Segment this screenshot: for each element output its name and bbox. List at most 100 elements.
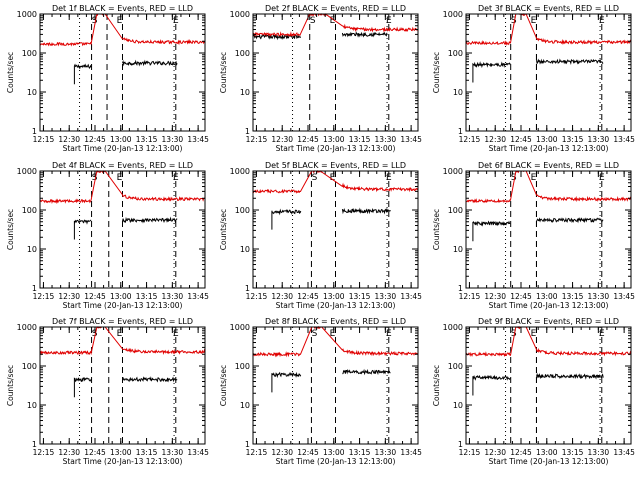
marker-label-e: E xyxy=(117,173,123,183)
series-lld-line xyxy=(39,170,206,205)
panel-det-6f: Det 6f BLACK = Events, RED = LLD S E E 1 10 10… xyxy=(432,161,635,310)
y-tick-label: 1000 xyxy=(230,10,250,19)
x-tick-label: 13:15 xyxy=(562,448,584,457)
y-tick-label: 100 xyxy=(448,362,463,371)
x-tick-label: 12:15 xyxy=(459,292,481,301)
x-tick-label: 13:00 xyxy=(536,135,558,144)
series-events-line xyxy=(472,374,511,396)
marker-label-e: E xyxy=(531,329,537,339)
plot-frame xyxy=(39,326,206,445)
y-tick-label: 1 xyxy=(458,440,463,449)
x-tick-label: 12:30 xyxy=(58,292,80,301)
marker-label-e: E xyxy=(173,16,179,26)
x-tick-label: 13:00 xyxy=(536,448,558,457)
marker-label-e: E xyxy=(173,329,179,339)
x-tick-label: 13:00 xyxy=(110,135,132,144)
marker-label-e: E xyxy=(599,329,605,339)
x-tick-label: 13:45 xyxy=(613,448,635,457)
series-events-line xyxy=(271,208,302,230)
y-axis-label: Counts/sec xyxy=(432,52,441,93)
y-tick-label: 1 xyxy=(458,284,463,293)
y-tick-label: 10 xyxy=(240,401,250,410)
series-lld-line xyxy=(252,13,418,37)
panel-det-7f: Det 7f BLACK = Events, RED = LLD S E E 1 10 10… xyxy=(6,317,209,466)
x-tick-label: 12:15 xyxy=(246,448,268,457)
series-lld-line xyxy=(252,169,419,194)
marker-label-e: E xyxy=(386,16,392,26)
x-axis-label: Start Time (20-Jan-13 12:13:00) xyxy=(489,457,609,466)
panel-det-3f: Det 3f BLACK = Events, RED = LLD S E E 1 10 10… xyxy=(432,4,635,153)
x-tick-label: 13:45 xyxy=(187,448,209,457)
x-tick-label: 12:30 xyxy=(484,292,506,301)
y-axis-label: Counts/sec xyxy=(432,365,441,406)
x-tick-label: 12:45 xyxy=(297,292,319,301)
x-axis-label: Start Time (20-Jan-13 12:13:00) xyxy=(276,301,396,310)
x-tick-label: 12:45 xyxy=(510,448,532,457)
plot-frame xyxy=(465,170,632,289)
x-tick-label: 13:45 xyxy=(187,135,209,144)
y-tick-label: 1000 xyxy=(443,10,463,19)
panel-title: Det 1f BLACK = Events, RED = LLD xyxy=(52,4,193,13)
x-tick-label: 12:30 xyxy=(271,135,293,144)
series-events-line xyxy=(472,61,511,83)
marker-label-e: E xyxy=(173,173,179,183)
plot-frame xyxy=(465,326,632,445)
x-tick-label: 13:15 xyxy=(349,135,371,144)
x-tick-label: 12:15 xyxy=(246,292,268,301)
x-tick-label: 13:45 xyxy=(400,448,422,457)
x-tick-label: 13:00 xyxy=(110,448,132,457)
x-tick-label: 12:30 xyxy=(58,448,80,457)
y-tick-label: 10 xyxy=(240,88,250,97)
panel-title: Det 8f BLACK = Events, RED = LLD xyxy=(265,317,406,326)
panel-title: Det 4f BLACK = Events, RED = LLD xyxy=(52,161,193,170)
x-tick-label: 12:45 xyxy=(510,292,532,301)
x-tick-label: 13:30 xyxy=(375,448,397,457)
x-tick-label: 13:15 xyxy=(349,448,371,457)
x-axis-label: Start Time (20-Jan-13 12:13:00) xyxy=(489,301,609,310)
x-tick-label: 13:45 xyxy=(400,135,422,144)
marker-label-s: S xyxy=(312,173,318,183)
x-axis-label: Start Time (20-Jan-13 12:13:00) xyxy=(63,457,183,466)
series-events-line xyxy=(122,376,178,383)
x-tick-label: 12:15 xyxy=(33,292,55,301)
y-tick-label: 100 xyxy=(235,49,250,58)
x-tick-label: 12:30 xyxy=(271,448,293,457)
x-tick-label: 13:30 xyxy=(162,292,184,301)
marker-label-s: S xyxy=(511,173,517,183)
x-tick-label: 13:30 xyxy=(588,135,610,144)
plot-frame xyxy=(252,326,419,445)
y-tick-label: 1 xyxy=(32,284,37,293)
panel-det-2f: Det 2f BLACK = Events, RED = LLD S E E 1 10 10… xyxy=(219,4,422,153)
x-tick-label: 12:15 xyxy=(459,448,481,457)
y-tick-label: 1 xyxy=(458,127,463,136)
x-tick-label: 12:15 xyxy=(33,448,55,457)
panel-det-4f: Det 4f BLACK = Events, RED = LLD S E E 1 10 10… xyxy=(6,161,209,310)
x-axis-label: Start Time (20-Jan-13 12:13:00) xyxy=(276,457,396,466)
panel-title: Det 9f BLACK = Events, RED = LLD xyxy=(478,317,619,326)
y-tick-label: 100 xyxy=(235,206,250,215)
series-events-line xyxy=(472,220,511,242)
marker-label-s: S xyxy=(511,329,517,339)
x-tick-label: 12:45 xyxy=(297,448,319,457)
x-tick-label: 13:15 xyxy=(136,135,158,144)
x-tick-label: 13:30 xyxy=(162,135,184,144)
y-tick-label: 100 xyxy=(22,49,37,58)
x-tick-label: 12:30 xyxy=(484,135,506,144)
marker-label-s: S xyxy=(312,329,318,339)
x-tick-label: 12:15 xyxy=(246,135,268,144)
x-tick-label: 13:15 xyxy=(136,448,158,457)
marker-label-e: E xyxy=(531,173,537,183)
y-axis-label: Counts/sec xyxy=(219,209,228,250)
panel-det-9f: Det 9f BLACK = Events, RED = LLD S E E 1 10 10… xyxy=(432,317,635,466)
y-tick-label: 10 xyxy=(453,245,463,254)
y-axis-label: Counts/sec xyxy=(219,52,228,93)
y-tick-label: 1000 xyxy=(17,323,37,332)
x-tick-label: 12:15 xyxy=(459,135,481,144)
y-tick-label: 10 xyxy=(27,401,37,410)
panel-det-8f: Det 8f BLACK = Events, RED = LLD S E E 1 10 10… xyxy=(219,317,422,466)
panel-det-5f: Det 5f BLACK = Events, RED = LLD S E E 1 10 10… xyxy=(219,161,422,310)
series-events-line xyxy=(341,31,388,38)
series-events-line xyxy=(252,33,301,55)
